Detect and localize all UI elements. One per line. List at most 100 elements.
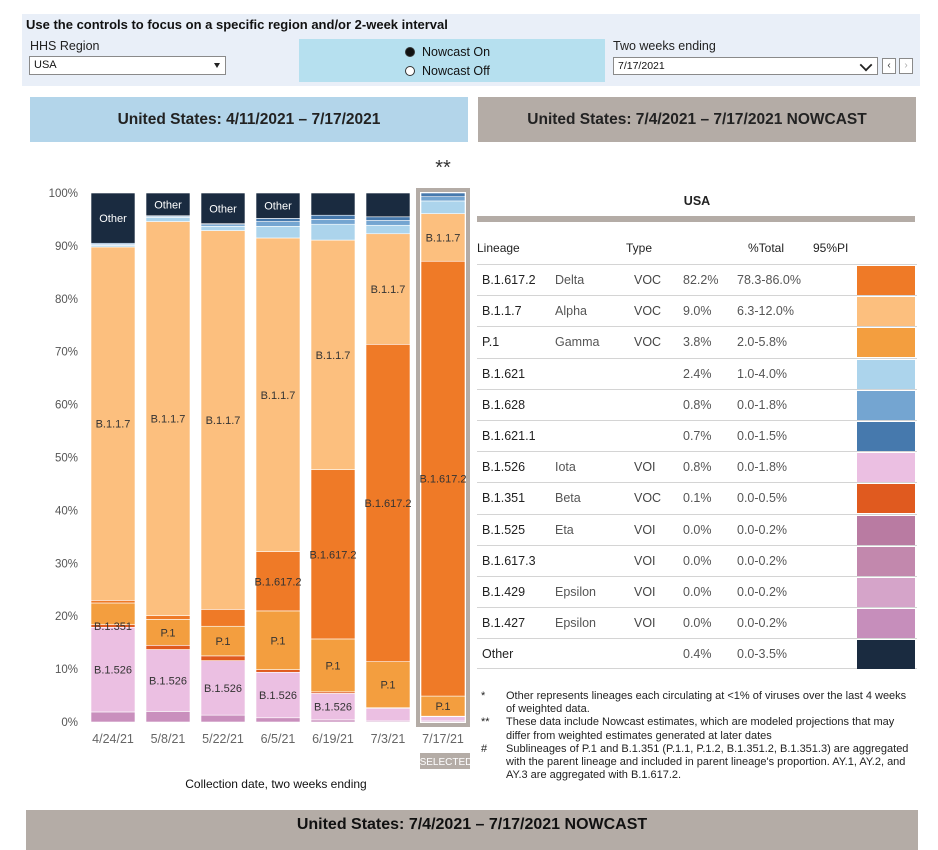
- column-header-pi: 95%PI: [813, 241, 849, 255]
- bar-segment: [90, 246, 136, 601]
- footnote-text: Sublineages of P.1 and B.1.351 (P.1.1, P…: [506, 742, 909, 782]
- bar-segment: [255, 226, 301, 239]
- bar-label: B.1.617.2: [309, 549, 356, 561]
- footnote: # Sublineages of P.1 and B.1.351 (P.1.1, …: [481, 743, 911, 783]
- bar-segment: [310, 719, 356, 723]
- y-tick-label: 30%: [55, 558, 78, 570]
- color-swatch: [857, 640, 915, 670]
- bar-segment: [255, 671, 301, 719]
- pi-cell: 6.3-12.0%: [737, 304, 794, 319]
- x-tick-label: 7/17/21: [422, 732, 464, 746]
- color-swatch: [857, 484, 915, 514]
- selected-badge-label: SELECTED: [420, 757, 470, 768]
- pct-cell: 0.7%: [683, 428, 712, 443]
- footnote-mark: **: [481, 716, 490, 729]
- type-cell: VOI: [634, 460, 656, 475]
- pct-cell: 0.8%: [683, 460, 712, 475]
- y-tick-label: 90%: [55, 241, 78, 253]
- color-swatch: [857, 609, 915, 639]
- table-row: P.1 Gamma VOC 3.8% 2.0-5.8%: [477, 326, 917, 358]
- bar-label: P.1: [380, 680, 395, 692]
- pi-cell: 0.0-1.8%: [737, 397, 788, 412]
- name-cell: Gamma: [555, 335, 600, 350]
- bar-label: P.1: [160, 627, 175, 639]
- table-row: B.1.351 Beta VOC 0.1% 0.0-0.5%: [477, 482, 917, 514]
- pct-cell: 0.1%: [683, 491, 712, 506]
- bar-segment: [420, 200, 466, 214]
- bar-segment: [145, 192, 191, 217]
- next-week-button[interactable]: ›: [899, 58, 913, 74]
- bar-segment: [420, 260, 466, 697]
- pi-cell: 2.0-5.8%: [737, 335, 788, 350]
- type-cell: VOC: [634, 304, 662, 319]
- color-swatch: [857, 421, 915, 451]
- bar-segment: [90, 627, 136, 713]
- type-cell: VOI: [634, 584, 656, 599]
- color-swatch: [857, 515, 915, 545]
- bar-label: P.1: [435, 701, 450, 713]
- bar-segment: [420, 196, 466, 202]
- bar-label: B.1.526: [259, 690, 297, 702]
- caret-down-icon: [214, 63, 220, 68]
- bar-segment: [200, 230, 246, 610]
- lineage-cell: B.1.429: [482, 584, 526, 599]
- bar-label: B.1.1.7: [151, 414, 186, 426]
- x-axis-label: Collection date, two weeks ending: [185, 777, 366, 791]
- nowcast-on-radio[interactable]: Nowcast On: [405, 45, 490, 59]
- bar-segment: [255, 221, 301, 227]
- bar-segment: [145, 619, 191, 646]
- type-cell: VOI: [634, 553, 656, 568]
- pi-cell: 0.0-1.5%: [737, 428, 788, 443]
- table-row: B.1.628 0.8% 0.0-1.8%: [477, 388, 917, 420]
- pi-cell: 0.0-3.5%: [737, 647, 788, 662]
- bar-label: B.1.1.7: [96, 419, 131, 431]
- bar-segment: [200, 625, 246, 657]
- bar-label: Other: [99, 213, 127, 225]
- weeks-select[interactable]: 7/17/2021: [613, 57, 878, 75]
- pi-cell: 0.0-0.2%: [737, 522, 788, 537]
- region-select[interactable]: USA: [29, 56, 226, 75]
- bar-label: P.1: [325, 660, 340, 672]
- radio-selected-icon: [405, 47, 415, 57]
- bar-label: B.1.526: [204, 683, 242, 695]
- right-panel-header: United States: 7/4/2021 – 7/17/2021 NOWC…: [478, 97, 916, 142]
- type-cell: VOC: [634, 335, 662, 350]
- prev-week-button[interactable]: ‹: [882, 58, 896, 74]
- bar-segment: [420, 213, 466, 262]
- name-cell: Delta: [555, 273, 585, 287]
- table-row: B.1.429 Epsilon VOI 0.0% 0.0-0.2%: [477, 575, 917, 607]
- table-row: B.1.621 2.4% 1.0-4.0%: [477, 357, 917, 389]
- nowcast-off-radio[interactable]: Nowcast Off: [405, 64, 490, 78]
- x-tick-label: 5/8/21: [151, 732, 186, 746]
- lineage-cell: Other: [482, 647, 514, 662]
- bar-segment: [200, 192, 246, 224]
- bar-segment: [200, 609, 246, 627]
- color-swatch: [857, 266, 915, 295]
- name-cell: Epsilon: [555, 616, 596, 631]
- region-value: USA: [34, 59, 57, 71]
- bar-segment: [145, 711, 191, 723]
- bar-segment: [255, 717, 301, 723]
- pct-cell: 0.4%: [683, 647, 712, 662]
- bar-label: B.1.1.7: [316, 350, 351, 362]
- bar-segment: [90, 192, 136, 244]
- bar-label: B.1.526: [94, 665, 132, 677]
- bar-segment: [365, 216, 411, 221]
- footnotes: * Other represents lineages each circulat…: [481, 690, 911, 782]
- type-cell: VOI: [634, 616, 656, 631]
- lineage-cell: B.1.621: [482, 366, 526, 381]
- radio-unselected-icon: [405, 66, 415, 76]
- lineage-cell: B.1.628: [482, 397, 526, 412]
- nowcast-off-label: Nowcast Off: [422, 64, 490, 78]
- y-tick-label: 40%: [55, 505, 78, 517]
- bar-segment: [255, 669, 301, 673]
- weeks-value: 7/17/2021: [618, 60, 665, 72]
- bar-segment: [310, 469, 356, 640]
- lineage-cell: B.1.617.3: [482, 553, 536, 568]
- bar-segment: [255, 218, 301, 222]
- controls-panel: Use the controls to focus on a specific …: [22, 14, 920, 86]
- table-divider: [477, 216, 915, 222]
- pct-cell: 0.0%: [683, 553, 712, 568]
- lineage-cell: B.1.526: [482, 460, 526, 475]
- bar-label: P.1: [270, 635, 285, 647]
